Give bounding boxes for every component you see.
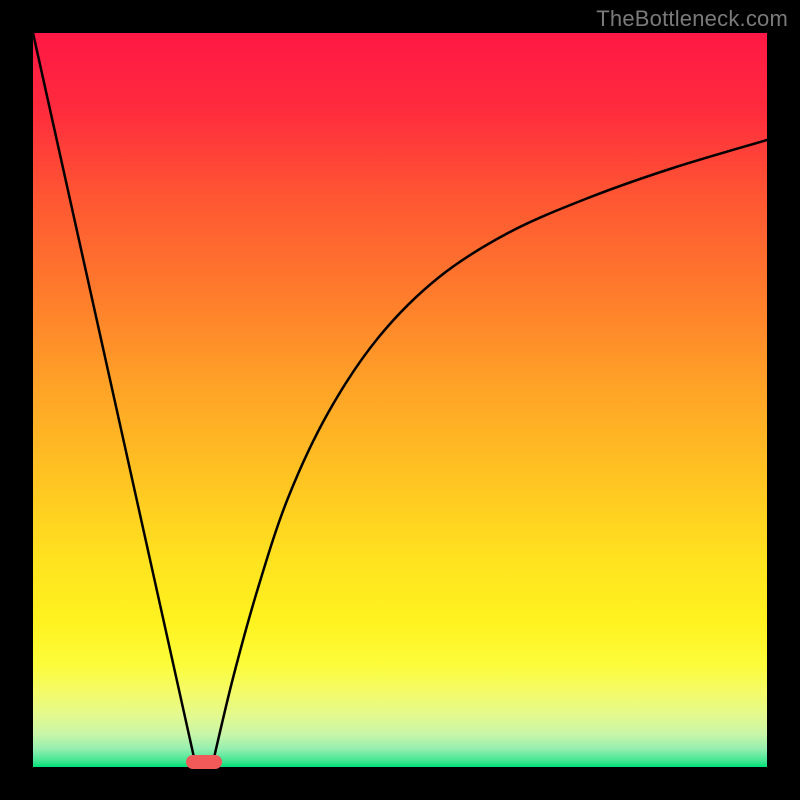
plot-frame xyxy=(33,33,767,767)
chart-outer: TheBottleneck.com xyxy=(0,0,800,800)
curve-layer xyxy=(33,33,767,767)
watermark-label: TheBottleneck.com xyxy=(596,6,788,32)
valley-marker xyxy=(186,755,222,769)
